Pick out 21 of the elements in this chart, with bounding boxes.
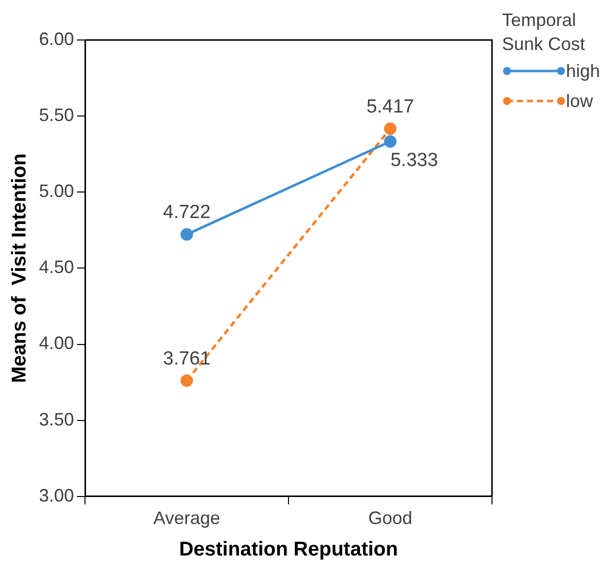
point [180, 228, 194, 241]
data-label: 4.722 [163, 202, 211, 224]
x-tick-label: Average [153, 508, 220, 528]
y-tick-label: 5.00 [38, 181, 74, 202]
legend-label: high [566, 60, 600, 83]
y-tick-label: 3.00 [38, 485, 74, 506]
x-tick-label: Good [368, 508, 412, 528]
y-tick-label: 6.00 [38, 28, 74, 49]
y-tick-label: 3.50 [38, 409, 74, 430]
x-axis-title: Destination Reputation [179, 538, 398, 561]
y-axis-title: Means of Visit Intention [8, 153, 31, 384]
y-tick-label: 5.50 [38, 105, 74, 126]
point [180, 374, 194, 387]
legend-label: low [566, 90, 594, 113]
y-tick-label: 4.50 [38, 257, 74, 278]
point [384, 122, 397, 135]
data-label: 3.761 [163, 348, 211, 370]
point [384, 135, 397, 148]
y-tick-label: 4.00 [38, 333, 74, 354]
data-label: 5.333 [390, 150, 438, 172]
data-label: 5.417 [366, 96, 414, 118]
